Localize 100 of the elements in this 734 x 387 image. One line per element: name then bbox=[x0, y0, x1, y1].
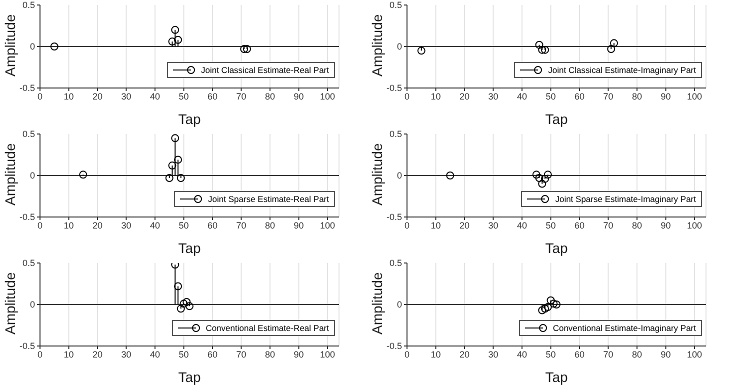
legend-label: Joint Classical Estimate-Imaginary Part bbox=[548, 65, 696, 75]
x-tick-label: 100 bbox=[320, 91, 336, 102]
x-tick-label: 0 bbox=[37, 91, 43, 102]
y-tick-label: -0.5 bbox=[386, 341, 402, 352]
x-tick-label: 50 bbox=[546, 91, 556, 102]
y-tick-label: 0.5 bbox=[22, 258, 35, 268]
x-tick-label: 60 bbox=[207, 91, 218, 102]
x-tick-label: 20 bbox=[92, 349, 103, 360]
x-tick-label: 70 bbox=[236, 220, 246, 230]
x-tick-label: 0 bbox=[37, 349, 43, 360]
y-tick-label: 0 bbox=[30, 300, 35, 310]
x-tick-label: 90 bbox=[660, 91, 671, 102]
x-tick-label: 70 bbox=[603, 91, 614, 102]
x-tick-label: 10 bbox=[430, 349, 441, 360]
x-tick-label: 70 bbox=[603, 220, 614, 230]
x-tick-label: 70 bbox=[236, 349, 246, 360]
x-tick-label: 80 bbox=[632, 91, 642, 102]
x-tick-label: 50 bbox=[178, 220, 189, 230]
x-axis-title: Tap bbox=[545, 240, 568, 256]
x-tick-label: 30 bbox=[488, 91, 498, 102]
y-tick-label: -0.5 bbox=[19, 212, 35, 222]
x-tick-label: 50 bbox=[178, 91, 189, 102]
x-tick-label: 90 bbox=[294, 91, 304, 102]
y-tick-label: 0.5 bbox=[22, 129, 35, 140]
x-axis-title: Tap bbox=[545, 369, 568, 385]
x-tick-label: 0 bbox=[404, 220, 410, 230]
legend-label: Conventional Estimate-Real Part bbox=[206, 323, 329, 333]
x-tick-label: 10 bbox=[64, 220, 74, 230]
x-tick-label: 70 bbox=[603, 349, 614, 360]
y-tick-label: 0 bbox=[30, 42, 35, 52]
x-tick-label: 10 bbox=[430, 91, 441, 102]
y-axis-title: Amplitude bbox=[368, 272, 385, 334]
y-axis-title: Amplitude bbox=[2, 143, 18, 206]
x-tick-label: 0 bbox=[37, 220, 43, 230]
x-tick-label: 40 bbox=[150, 349, 160, 360]
y-tick-label: 0.5 bbox=[389, 129, 402, 140]
legend-label: Joint Sparse Estimate-Imaginary Part bbox=[555, 194, 696, 204]
x-tick-label: 20 bbox=[459, 220, 470, 230]
x-tick-label: 10 bbox=[64, 91, 74, 102]
legend-label: Conventional Estimate-Imaginary Part bbox=[552, 323, 696, 333]
y-tick-label: 0 bbox=[396, 300, 402, 310]
y-tick-label: -0.5 bbox=[386, 212, 402, 222]
x-tick-label: 100 bbox=[686, 91, 702, 102]
y-tick-label: 0.5 bbox=[389, 0, 402, 10]
x-tick-label: 60 bbox=[574, 349, 585, 360]
x-tick-label: 30 bbox=[121, 91, 132, 102]
legend-label: Joint Classical Estimate-Real Part bbox=[200, 65, 329, 75]
x-tick-label: 30 bbox=[121, 220, 132, 230]
x-tick-label: 40 bbox=[150, 220, 160, 230]
y-tick-label: 0 bbox=[396, 170, 402, 181]
x-tick-label: 40 bbox=[516, 349, 528, 360]
y-axis-title: Amplitude bbox=[2, 272, 18, 334]
y-tick-label: -0.5 bbox=[19, 341, 35, 352]
y-tick-label: 0 bbox=[396, 42, 402, 52]
x-axis-title: Tap bbox=[178, 111, 201, 127]
x-tick-label: 0 bbox=[404, 91, 410, 102]
x-tick-label: 30 bbox=[488, 220, 498, 230]
x-tick-label: 90 bbox=[294, 349, 304, 360]
x-tick-label: 50 bbox=[546, 349, 556, 360]
x-tick-label: 20 bbox=[92, 220, 103, 230]
x-tick-label: 80 bbox=[632, 349, 642, 360]
y-tick-label: -0.5 bbox=[386, 83, 402, 94]
x-tick-label: 60 bbox=[207, 220, 218, 230]
y-axis-title: Amplitude bbox=[2, 14, 18, 76]
x-tick-label: 90 bbox=[294, 220, 304, 230]
x-tick-label: 60 bbox=[574, 220, 585, 230]
x-axis-title: Tap bbox=[178, 240, 201, 256]
x-tick-label: 10 bbox=[430, 220, 441, 230]
y-tick-label: -0.5 bbox=[19, 83, 35, 94]
x-tick-label: 0 bbox=[404, 349, 410, 360]
legend-label: Joint Sparse Estimate-Real Part bbox=[208, 194, 329, 204]
y-tick-label: 0.5 bbox=[389, 258, 402, 268]
x-tick-label: 90 bbox=[660, 220, 671, 230]
x-tick-label: 70 bbox=[236, 91, 246, 102]
x-tick-label: 90 bbox=[660, 349, 671, 360]
x-tick-label: 40 bbox=[516, 91, 528, 102]
y-tick-label: 0 bbox=[30, 170, 35, 181]
x-tick-label: 20 bbox=[459, 349, 470, 360]
y-axis-title: Amplitude bbox=[368, 14, 385, 76]
y-axis-title: Amplitude bbox=[368, 143, 385, 206]
x-tick-label: 60 bbox=[207, 349, 218, 360]
x-tick-label: 100 bbox=[320, 220, 336, 230]
x-tick-label: 100 bbox=[686, 349, 702, 360]
x-axis-title: Tap bbox=[178, 369, 201, 385]
x-tick-label: 40 bbox=[150, 91, 160, 102]
x-tick-label: 40 bbox=[516, 220, 528, 230]
x-tick-label: 30 bbox=[121, 349, 132, 360]
x-tick-label: 100 bbox=[686, 220, 702, 230]
x-axis-title: Tap bbox=[545, 111, 568, 127]
x-tick-label: 80 bbox=[632, 220, 642, 230]
x-tick-label: 80 bbox=[264, 349, 276, 360]
x-tick-label: 100 bbox=[320, 349, 336, 360]
y-tick-label: 0.5 bbox=[22, 0, 35, 10]
x-tick-label: 10 bbox=[64, 349, 74, 360]
x-tick-label: 80 bbox=[264, 91, 276, 102]
x-tick-label: 60 bbox=[574, 91, 585, 102]
x-tick-label: 50 bbox=[178, 349, 189, 360]
x-tick-label: 80 bbox=[264, 220, 276, 230]
x-tick-label: 50 bbox=[546, 220, 556, 230]
x-tick-label: 20 bbox=[92, 91, 103, 102]
